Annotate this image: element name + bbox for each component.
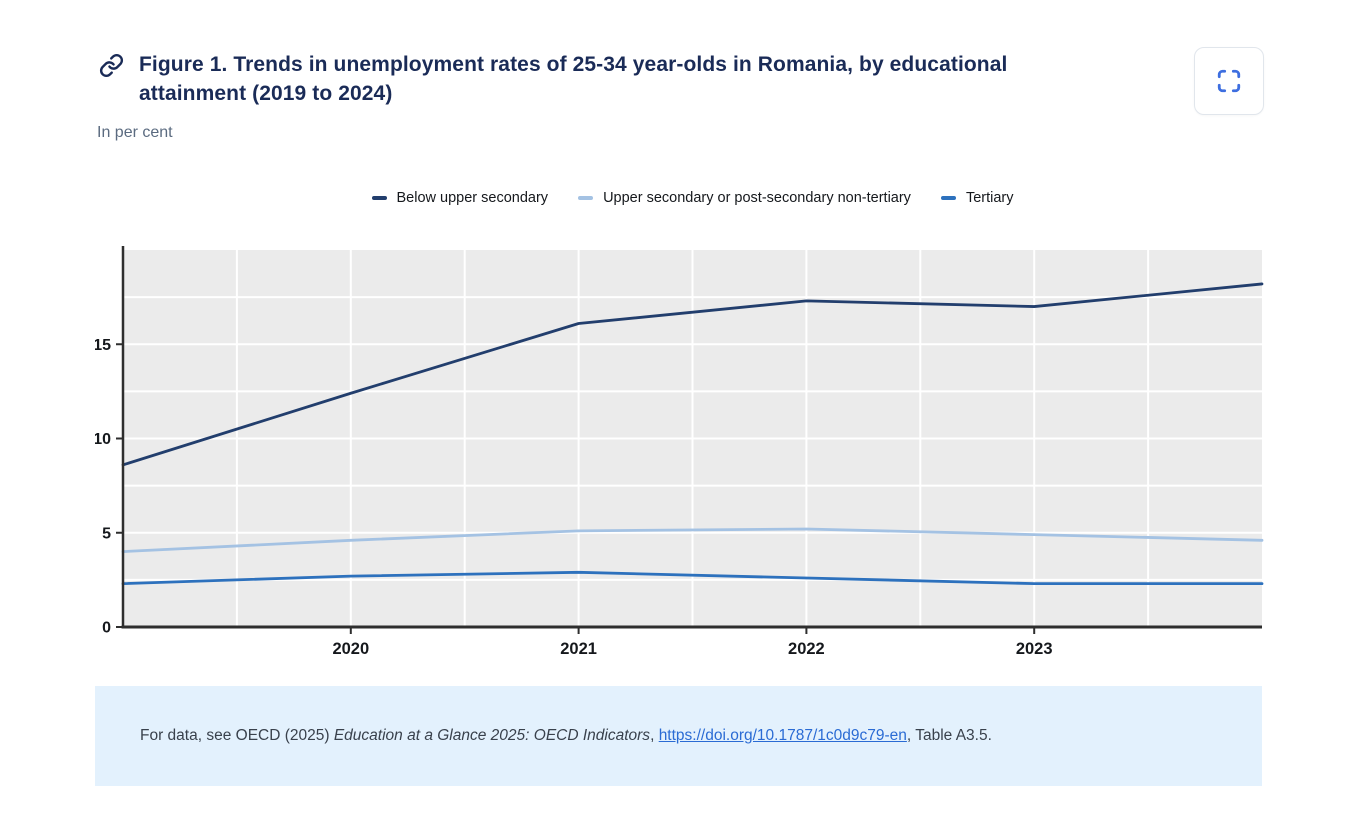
source-note: For data, see OECD (2025) Education at a… xyxy=(95,686,1262,786)
line-chart: 0 5 10 15 2020 2021 2022 2023 xyxy=(93,245,1265,658)
fullscreen-button[interactable] xyxy=(1194,47,1264,115)
doi-link[interactable]: https://doi.org/10.1787/1c0d9c79-en xyxy=(658,727,907,744)
fullscreen-icon xyxy=(1217,69,1241,93)
svg-text:0: 0 xyxy=(102,620,111,637)
legend-swatch xyxy=(578,196,594,200)
svg-text:5: 5 xyxy=(102,525,111,542)
legend-label: Upper secondary or post-secondary non-te… xyxy=(603,190,911,206)
source-text-italic: Education at a Glance 2025: OECD Indicat… xyxy=(333,727,651,744)
svg-text:2022: 2022 xyxy=(788,640,825,657)
legend-label: Below upper secondary xyxy=(396,190,549,206)
legend-item-tertiary: Tertiary xyxy=(940,190,1014,206)
svg-text:15: 15 xyxy=(95,337,111,354)
figure-title: Figure 1. Trends in unemployment rates o… xyxy=(139,53,1008,105)
legend-swatch xyxy=(371,196,387,200)
chart-subtitle: In per cent xyxy=(97,124,173,141)
chart-canvas: 0 5 10 15 2020 2021 2022 2023 xyxy=(93,246,1264,658)
figure-header: Figure 1. Trends in unemployment rates o… xyxy=(99,50,1079,108)
legend-item-upper-secondary: Upper secondary or post-secondary non-te… xyxy=(578,190,911,206)
link-icon xyxy=(99,53,124,78)
svg-text:2020: 2020 xyxy=(332,640,369,657)
legend-swatch xyxy=(940,196,956,200)
legend-item-below-upper-secondary: Below upper secondary xyxy=(371,190,549,206)
source-text-prefix: For data, see OECD (2025) xyxy=(140,727,334,744)
anchor-link-button[interactable] xyxy=(99,53,124,83)
source-text-suffix: , Table A3.5. xyxy=(906,727,992,744)
chart-legend: Below upper secondary Upper secondary or… xyxy=(123,190,1262,206)
svg-text:2023: 2023 xyxy=(1016,640,1053,657)
svg-text:10: 10 xyxy=(95,431,111,448)
svg-text:2021: 2021 xyxy=(560,640,597,657)
source-text-mid: , xyxy=(650,727,659,744)
legend-label: Tertiary xyxy=(965,190,1014,206)
